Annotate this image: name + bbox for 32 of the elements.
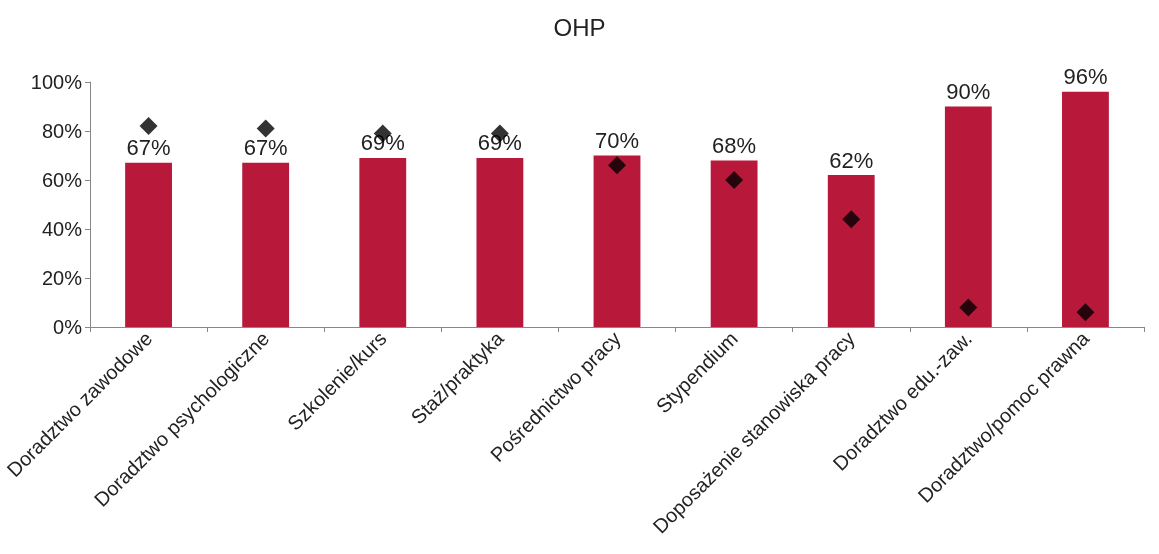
bar — [359, 157, 407, 327]
data-label: 69% — [477, 130, 522, 156]
bar — [476, 157, 524, 327]
y-tick-label: 80% — [41, 120, 83, 142]
data-label: 62% — [829, 147, 874, 173]
point — [725, 171, 744, 189]
chart-title: OHP — [553, 13, 606, 41]
y-tick-label: 20% — [41, 267, 83, 289]
y-tick-label: 100% — [30, 71, 83, 93]
point — [1076, 303, 1095, 322]
point — [256, 119, 275, 138]
point — [139, 117, 158, 136]
data-label: 96% — [1063, 64, 1108, 90]
data-label: 68% — [712, 132, 757, 158]
bar — [125, 162, 172, 327]
y-tick-label: 60% — [41, 169, 83, 191]
bar — [593, 155, 641, 327]
point — [959, 298, 978, 317]
data-label: 90% — [946, 79, 991, 104]
y-tick-label: 40% — [41, 218, 83, 240]
bar — [1062, 91, 1109, 327]
data-label: 70% — [594, 128, 640, 153]
bar — [242, 162, 290, 327]
bar — [827, 175, 875, 327]
data-label: 69% — [360, 130, 405, 156]
point — [608, 156, 626, 175]
bar — [710, 160, 758, 327]
bar — [944, 106, 992, 327]
data-label: 67% — [243, 135, 288, 161]
point — [842, 210, 861, 229]
data-label: 67% — [126, 135, 171, 161]
y-tick-label: 0% — [53, 316, 83, 338]
